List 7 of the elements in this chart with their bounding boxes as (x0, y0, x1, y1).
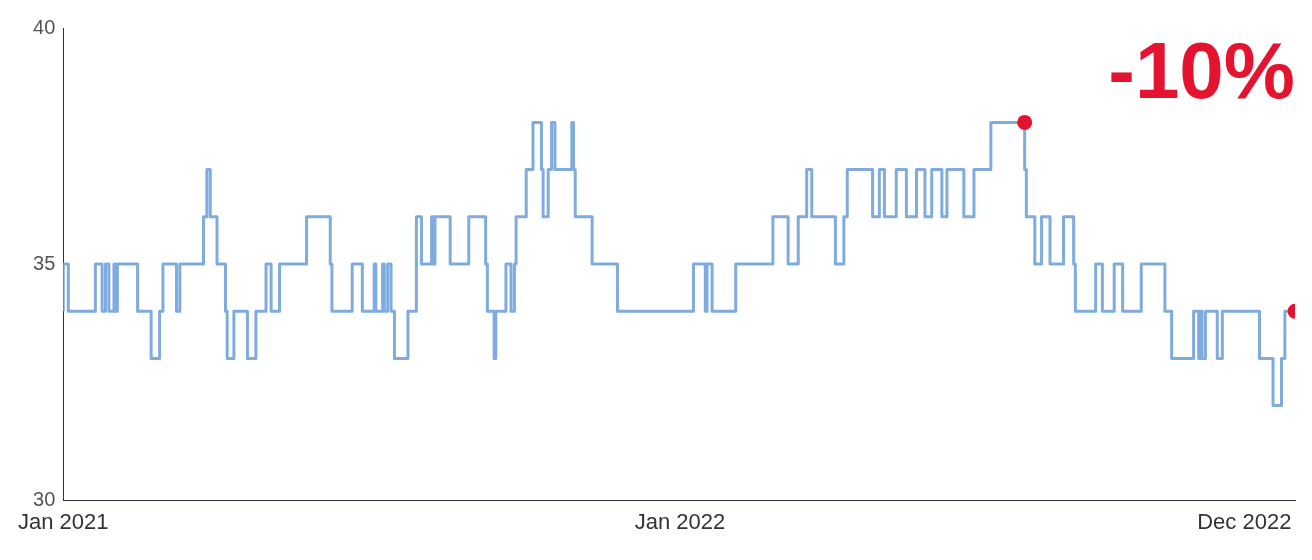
x-tick-label: Jan 2022 (634, 509, 726, 535)
annotation: -10% (1108, 26, 1295, 115)
y-tick-label: 40 (33, 15, 56, 38)
y-tick-label: 35 (33, 251, 56, 274)
x-tick-label: Dec 2022 (1197, 509, 1292, 535)
y-tick-label: 30 (33, 487, 56, 510)
x-tick-label: Jan 2021 (18, 509, 109, 535)
